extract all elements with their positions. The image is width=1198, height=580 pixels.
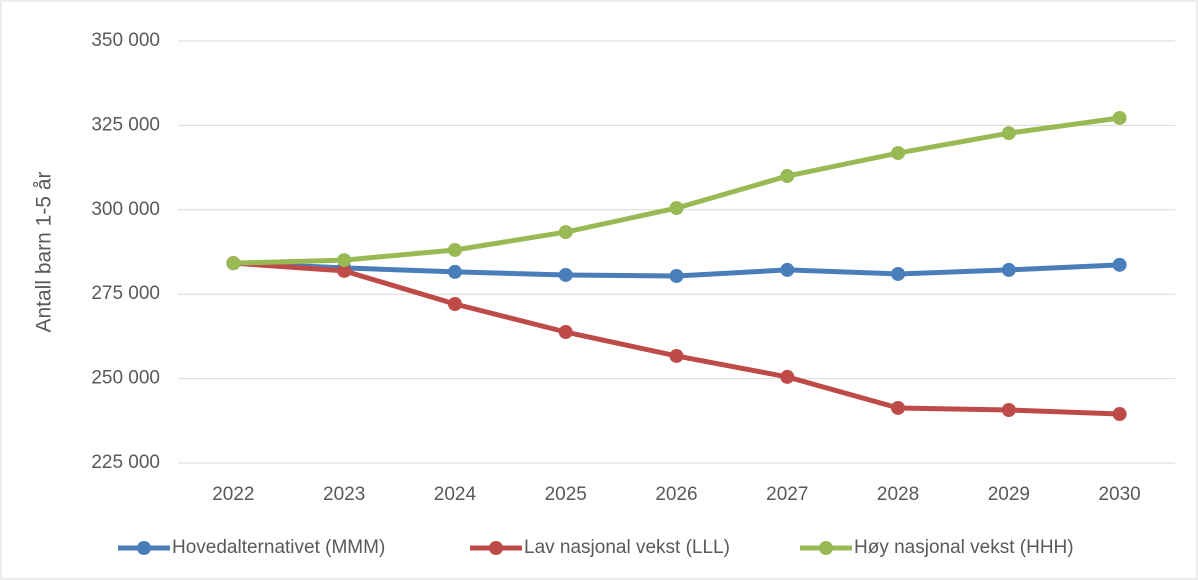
data-point <box>1001 126 1016 141</box>
data-point <box>226 256 241 271</box>
y-tick-label: 225 000 <box>91 452 160 473</box>
y-tick-label: 250 000 <box>91 368 160 389</box>
data-point <box>1112 110 1127 125</box>
y-tick-label: 350 000 <box>91 30 160 51</box>
x-tick-label: 2023 <box>323 484 365 505</box>
data-point <box>337 253 352 268</box>
data-point <box>891 146 906 161</box>
x-tick-label: 2027 <box>766 484 808 505</box>
x-tick-label: 2026 <box>655 484 697 505</box>
legend-marker <box>819 541 833 555</box>
data-point <box>1112 407 1127 422</box>
data-point <box>780 369 795 384</box>
x-tick-label: 2029 <box>988 484 1030 505</box>
data-point <box>780 169 795 184</box>
data-point <box>669 201 684 216</box>
data-point <box>891 266 906 281</box>
data-point <box>891 400 906 415</box>
legend-marker <box>137 541 151 555</box>
data-point <box>558 267 573 282</box>
x-tick-label: 2025 <box>545 484 587 505</box>
data-point <box>337 263 352 278</box>
data-point <box>447 242 462 257</box>
data-point <box>447 264 462 279</box>
data-point <box>1001 402 1016 417</box>
data-point <box>669 348 684 363</box>
data-point <box>1001 262 1016 277</box>
data-point <box>447 296 462 311</box>
y-tick-label: 275 000 <box>91 283 160 304</box>
data-point <box>558 225 573 240</box>
data-point <box>780 262 795 277</box>
legend-label: Lav nasjonal vekst (LLL) <box>524 537 730 558</box>
x-tick-label: 2022 <box>212 484 254 505</box>
x-tick-label: 2024 <box>434 484 477 505</box>
legend-marker <box>489 541 503 555</box>
legend-label: Hovedalternativet (MMM) <box>172 537 385 558</box>
data-point <box>558 325 573 340</box>
x-tick-label: 2028 <box>877 484 919 505</box>
y-axis-label: Antall barn 1-5 år <box>33 171 56 332</box>
y-tick-label: 300 000 <box>91 199 160 220</box>
data-point <box>1112 257 1127 272</box>
legend-label: Høy nasjonal vekst (HHH) <box>854 537 1074 558</box>
data-point <box>669 268 684 283</box>
x-tick-label: 2030 <box>1098 484 1140 505</box>
y-tick-label: 325 000 <box>91 114 160 135</box>
